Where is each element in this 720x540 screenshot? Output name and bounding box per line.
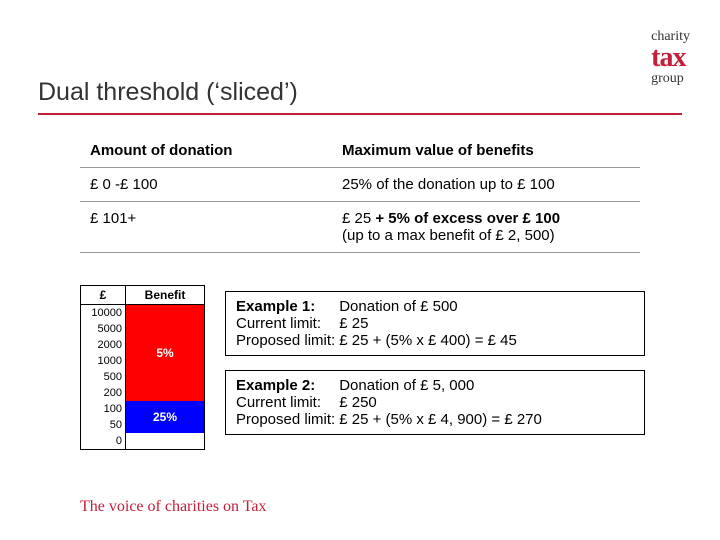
rules-cell: 25% of the donation up to £ 100 [332, 168, 640, 202]
example-current-label: Current limit: [236, 315, 339, 332]
chart-header-benefit: Benefit [126, 286, 204, 304]
examples-container: Example 1: Donation of £ 500 Current lim… [225, 291, 645, 449]
y-tick: 5000 [81, 321, 122, 337]
chart-body: 10000 5000 2000 1000 500 200 100 50 0 5%… [81, 305, 204, 449]
example-donation: Donation of £ 5, 000 [339, 377, 546, 394]
y-tick: 2000 [81, 337, 122, 353]
table-row: £ 0 -£ 100 25% of the donation up to £ 1… [80, 168, 640, 202]
y-tick: 50 [81, 417, 122, 433]
y-tick: 100 [81, 401, 122, 417]
rules-cell: £ 25 + 5% of excess over £ 100(up to a m… [332, 202, 640, 253]
example-proposed-label: Proposed limit: [236, 411, 339, 428]
rules-bold-part: + 5% of excess over £ 100 [375, 210, 560, 227]
footer-tagline: The voice of charities on Tax [80, 498, 267, 516]
rules-header-maxvalue: Maximum value of benefits [332, 134, 640, 168]
example-title: Example 1: [236, 298, 315, 315]
rules-table: Amount of donation Maximum value of bene… [80, 134, 640, 253]
rules-header-amount: Amount of donation [80, 134, 332, 168]
example-title: Example 2: [236, 377, 315, 394]
y-tick: 1000 [81, 353, 122, 369]
example-proposed-label: Proposed limit: [236, 332, 339, 349]
example-proposed-value: £ 25 + (5% x £ 4, 900) = £ 270 [339, 411, 546, 428]
chart-y-axis: 10000 5000 2000 1000 500 200 100 50 0 [81, 305, 126, 449]
table-row: £ 101+ £ 25 + 5% of excess over £ 100(up… [80, 202, 640, 253]
chart-segment-5pct: 5% [126, 305, 204, 401]
y-tick: 200 [81, 385, 122, 401]
title-block: Dual threshold (‘sliced’) [38, 78, 682, 115]
example-proposed-value: £ 25 + (5% x £ 400) = £ 45 [339, 332, 521, 349]
rules-cell: £ 101+ [80, 202, 332, 253]
rules-cell: £ 0 -£ 100 [80, 168, 332, 202]
example-1: Example 1: Donation of £ 500 Current lim… [225, 291, 645, 356]
chart-header: £ Benefit [81, 286, 204, 305]
chart-header-pound: £ [81, 286, 126, 304]
example-2: Example 2: Donation of £ 5, 000 Current … [225, 370, 645, 435]
chart-segment-25pct: 25% [126, 401, 204, 433]
example-current-label: Current limit: [236, 394, 339, 411]
chart-bar: 5% 25% [126, 305, 204, 449]
benefit-chart: £ Benefit 10000 5000 2000 1000 500 200 1… [80, 285, 205, 450]
y-tick: 500 [81, 369, 122, 385]
page-title: Dual threshold (‘sliced’) [38, 78, 682, 115]
logo-line-tax: tax [651, 44, 690, 72]
example-current-value: £ 250 [339, 394, 546, 411]
y-tick: 0 [81, 433, 122, 449]
example-donation: Donation of £ 500 [339, 298, 521, 315]
example-current-value: £ 25 [339, 315, 521, 332]
chart-segment-base [126, 433, 204, 449]
y-tick: 10000 [81, 305, 122, 321]
